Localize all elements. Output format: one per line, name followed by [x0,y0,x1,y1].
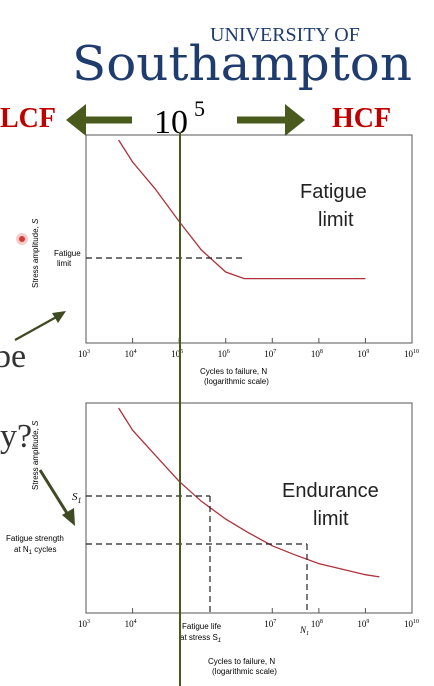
bottom-tick-label: 108 [311,619,323,629]
header-row: LCF 10 5 HCF [0,96,391,141]
left-arrow-head [66,104,86,136]
top-annotation-line2: limit [318,209,354,231]
right-arrow-head [285,104,305,136]
bottom-chart: 103 104 107 108 109 1010 S1 Fatigue strength … [6,402,419,676]
bottom-annotation-line2: limit [313,508,349,530]
top-tick-label: 107 [264,349,276,359]
bottom-tick-label: 104 [125,619,137,629]
bottom-tick-label: 109 [357,619,369,629]
bottom-chart-curve [118,407,380,578]
right-arrow-icon [237,104,305,136]
top-chart-frame [85,134,413,344]
bottom-ylabel: Stress amplitude, S [31,420,40,490]
bottom-chart-frame [85,402,413,614]
side-fragment-y: y? [0,418,32,455]
bottom-tick-label: 103 [78,619,90,629]
top-marker-label: limit [57,259,72,268]
top-chart: 103 104 105 106 107 108 109 1010 Fatigue limit … [31,134,419,386]
top-chart-curve [118,139,366,280]
top-marker-line2: limit [57,259,72,268]
top-xlabel-line1: Cycles to failure, N [200,367,267,376]
top-tick-label: 109 [357,349,369,359]
bottom-tick-label: 1010 [404,619,419,629]
life-label-line2: at stress S1 [180,633,221,644]
top-chart-xaxis: 103 104 105 106 107 108 109 1010 [78,338,419,359]
top-annotation-line1: Fatigue [300,181,367,203]
life-label-line1: Fatigue life [182,622,222,631]
strength-label-line1: Fatigue strength [6,534,64,543]
lcf-label: LCF [0,103,56,134]
bottom-xlabel-line1: Cycles to failure, N [208,657,275,666]
top-tick-label: 104 [125,349,137,359]
left-arrow-icon [66,104,132,136]
pointer-arrow-down-icon [38,469,75,526]
bottom-tick-label: 107 [264,619,276,629]
logo-line2: Southampton [72,36,412,92]
bottom-xlabel-line2: (logarithmic scale) [212,667,277,676]
top-tick-label: 105 [171,349,183,359]
university-logo: UNIVERSITY OF Southampton [72,24,412,92]
top-tick-label: 103 [78,349,90,359]
cursor-dot-icon [16,233,28,245]
top-tick-label: 106 [218,349,230,359]
side-fragment-be: be [0,338,26,375]
top-xlabel-line2: (logarithmic scale) [204,377,269,386]
top-marker-line1: Fatigue [54,249,81,258]
center-exponent-power: 5 [194,96,205,121]
hcf-label: HCF [332,103,391,134]
s1-label: S1 [72,491,82,505]
logo-line1: UNIVERSITY OF [210,24,360,46]
bottom-annotation-line1: Endurance [282,480,379,502]
bottom-chart-xaxis: 103 104 107 108 109 1010 [78,608,419,629]
pointer-arrow-icon [14,311,66,341]
top-tick-label: 1010 [404,349,419,359]
strength-label-line2: at N1 cycles [14,545,56,556]
top-tick-label: 108 [311,349,323,359]
top-ylabel: Stress amplitude, S [31,218,40,288]
n1-label: N1 [299,625,309,637]
